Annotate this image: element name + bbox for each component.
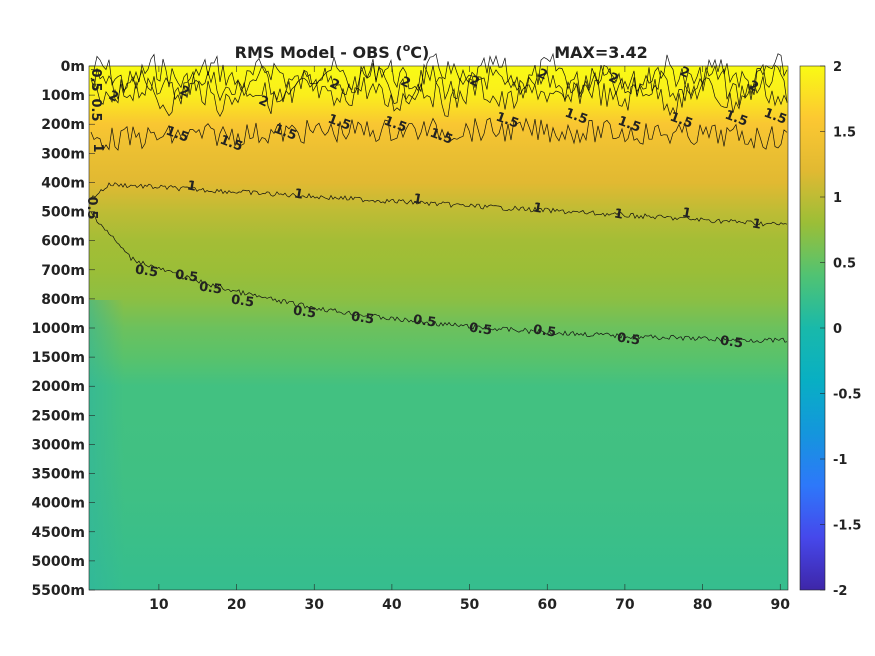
x-tick-label: 60 bbox=[537, 597, 557, 613]
x-tick-label: 90 bbox=[770, 597, 790, 613]
contour-label: 0.5 bbox=[88, 98, 103, 121]
contour-label: 1 bbox=[293, 186, 305, 202]
contour-line-1-5 bbox=[90, 117, 788, 151]
y-tick-label: 600m bbox=[41, 234, 85, 250]
colorbar-tick-label: 0 bbox=[833, 322, 842, 337]
y-tick-label: 4500m bbox=[31, 525, 85, 541]
max-annotation: MAX=3.42 bbox=[554, 43, 648, 62]
contour-label: 1 bbox=[532, 200, 544, 216]
y-axis: 0m 100m 200m 300m 400m 500m 600m 700m 800m 1000m 1… bbox=[31, 59, 95, 599]
x-tick-label: 40 bbox=[382, 597, 402, 613]
contour-label: 0.5 bbox=[84, 196, 99, 219]
y-tick-label: 1500m bbox=[31, 350, 85, 366]
contour-label: 1.5 bbox=[428, 126, 455, 148]
y-tick-label: 2500m bbox=[31, 408, 85, 424]
x-tick-label: 80 bbox=[693, 597, 713, 613]
y-tick-label: 800m bbox=[41, 292, 85, 308]
y-tick-label: 3000m bbox=[31, 437, 85, 453]
colorbar-tick-label: -1 bbox=[833, 453, 847, 468]
y-tick-label: 400m bbox=[41, 175, 85, 191]
x-tick-label: 70 bbox=[615, 597, 635, 613]
contour-label: 1.5 bbox=[762, 106, 789, 128]
colorbar-tick-label: 1.5 bbox=[833, 126, 856, 141]
heatmap-field bbox=[89, 66, 788, 590]
x-tick-label: 10 bbox=[149, 597, 169, 613]
y-tick-label: 5500m bbox=[31, 583, 85, 599]
contour-line-2 bbox=[90, 52, 788, 97]
contour-label: 0.5 bbox=[88, 68, 103, 91]
contour-label: 0.5 bbox=[468, 321, 493, 339]
contour-label: 0.5 bbox=[292, 304, 317, 322]
chart-title: RMS Model - OBS (oC) bbox=[235, 41, 430, 62]
contour-label: 1 bbox=[613, 206, 625, 222]
y-tick-label: 3500m bbox=[31, 467, 85, 483]
y-tick-label: 500m bbox=[41, 205, 85, 221]
y-tick-label: 0m bbox=[61, 59, 85, 75]
y-tick-label: 2000m bbox=[31, 379, 85, 395]
contour-label: 0.5 bbox=[134, 263, 159, 281]
contour-label: 1.5 bbox=[382, 114, 409, 136]
y-tick-label: 200m bbox=[41, 117, 85, 133]
y-tick-label: 1000m bbox=[31, 321, 85, 337]
contour-label: 1 bbox=[751, 216, 763, 232]
plot-area: 2 222 2 2 2 2 221.5 1.51.5 1.5 1.51.51.5 1.5 1.5 1.5… bbox=[84, 52, 789, 591]
contour-label: 1 bbox=[412, 191, 424, 207]
x-tick-label: 20 bbox=[227, 597, 247, 613]
y-tick-label: 300m bbox=[41, 146, 85, 162]
contour-label: 1 bbox=[186, 178, 198, 194]
contour-label: 1.5 bbox=[326, 112, 353, 134]
contour-label: 1.5 bbox=[218, 133, 245, 155]
contour-label: 1.5 bbox=[616, 114, 643, 136]
contour-lines bbox=[90, 52, 788, 343]
colorbar-tick-label: -2 bbox=[833, 584, 847, 599]
contour-line-0-5 bbox=[90, 211, 788, 343]
contour-label: 1.5 bbox=[723, 108, 750, 130]
contour-label: 0.5 bbox=[412, 313, 437, 331]
contour-line-2 bbox=[90, 63, 788, 106]
contour-line-1 bbox=[90, 182, 788, 227]
contour-label: 0.5 bbox=[719, 334, 744, 352]
colorbar-ticks: 2 1.5 1 0.5 0 -0.5 -1 -1.5 -2 bbox=[820, 60, 861, 599]
contour-line-2 bbox=[90, 76, 788, 118]
contour-label: 0.5 bbox=[616, 331, 641, 349]
contour-label: 1 bbox=[90, 143, 105, 152]
x-tick-label: 30 bbox=[304, 597, 324, 613]
y-tick-label: 700m bbox=[41, 263, 85, 279]
contour-label: 0.5 bbox=[198, 280, 223, 298]
contour-label: 1.5 bbox=[494, 110, 521, 132]
x-tick-label: 50 bbox=[460, 597, 480, 613]
heatmap-left-shade bbox=[89, 300, 124, 590]
y-tick-label: 4000m bbox=[31, 496, 85, 512]
x-axis: 10 20 30 40 50 60 70 80 90 bbox=[149, 66, 790, 613]
colorbar-tick-label: -0.5 bbox=[833, 388, 861, 403]
contour-label: 0.5 bbox=[174, 268, 199, 286]
contour-label: 1.5 bbox=[668, 110, 695, 132]
contour-label: 0.5 bbox=[350, 310, 375, 328]
colorbar-tick-label: 1 bbox=[833, 191, 842, 206]
contour-label: 1.5 bbox=[272, 122, 299, 144]
contour-label: 0.5 bbox=[532, 323, 557, 341]
contour-label: 1.5 bbox=[563, 106, 590, 128]
y-tick-label: 5000m bbox=[31, 554, 85, 570]
colorbar-tick-label: 0.5 bbox=[833, 257, 856, 272]
colorbar: 2 1.5 1 0.5 0 -0.5 -1 -1.5 -2 bbox=[799, 60, 861, 599]
contour-label: 0.5 bbox=[230, 293, 255, 311]
contour-label: 1.5 bbox=[164, 124, 191, 146]
y-tick-label: 100m bbox=[41, 88, 85, 104]
colorbar-tick-label: 2 bbox=[833, 60, 842, 75]
colorbar-tick-label: -1.5 bbox=[833, 519, 861, 534]
contour-label: 1 bbox=[681, 205, 693, 221]
